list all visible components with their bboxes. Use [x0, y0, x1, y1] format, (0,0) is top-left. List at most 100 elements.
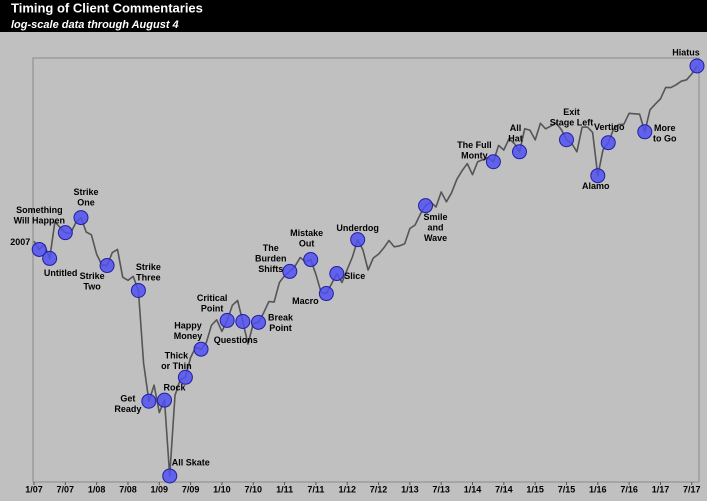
x-tick-label: 7/07: [57, 484, 75, 494]
commentary-label: Alamo: [582, 181, 610, 191]
commentary-label: Monty: [461, 151, 488, 161]
commentary-label: Questions: [214, 335, 258, 345]
commentary-label: Get: [120, 394, 135, 404]
commentary-marker: [177, 369, 193, 385]
x-tick-label: 7/12: [370, 484, 388, 494]
commentary-marker: [141, 393, 157, 409]
commentary-label: More: [654, 123, 676, 133]
commentary-label: Shifts: [258, 264, 283, 274]
x-tick-label: 7/13: [432, 484, 450, 494]
commentary-label: Something: [16, 205, 63, 215]
commentary-label: Will Happen: [14, 216, 65, 226]
commentary-label: Hat: [508, 134, 523, 144]
plot-frame: [32, 57, 700, 483]
commentary-label: Three: [136, 272, 161, 282]
commentary-label: and: [428, 223, 444, 233]
commentary-label: 2007: [10, 237, 30, 247]
x-tick-label: 1/11: [276, 484, 293, 494]
commentary-label: The: [263, 243, 279, 253]
commentary-label: Break: [268, 313, 294, 323]
x-tick-label: 1/09: [151, 484, 169, 494]
x-tick-label: 1/07: [25, 484, 43, 494]
commentary-label: The Full: [457, 140, 492, 150]
x-tick-label: 1/14: [464, 484, 482, 494]
commentary-label: to Go: [653, 134, 677, 144]
commentary-marker: [162, 468, 178, 484]
commentary-label: All: [510, 123, 522, 133]
commentary-label: Out: [299, 238, 315, 248]
commentary-label: Critical: [197, 293, 228, 303]
x-tick-label: 1/16: [589, 484, 607, 494]
commentary-label: Vertigo: [594, 122, 625, 132]
x-tick-label: 1/10: [213, 484, 231, 494]
commentary-label: Point: [201, 303, 224, 313]
commentary-label: Strike: [136, 262, 161, 272]
commentary-label: Underdog: [336, 223, 379, 233]
commentary-label: One: [77, 197, 95, 207]
commentary-marker: [57, 225, 73, 241]
chart-title: Timing of Client Commentaries: [11, 0, 203, 15]
commentary-label: or Thin: [161, 361, 192, 371]
commentary-marker: [42, 250, 58, 266]
commentary-marker: [590, 168, 606, 184]
x-tick-label: 1/17: [652, 484, 670, 494]
x-tick-label: 1/12: [338, 484, 356, 494]
commentary-label: Mistake: [290, 228, 323, 238]
x-tick-label: 7/09: [182, 484, 200, 494]
commentary-label: Smile: [424, 212, 448, 222]
commentary-label: Untitled: [44, 268, 78, 278]
commentary-marker: [250, 314, 266, 330]
commentary-label: Happy: [174, 321, 202, 331]
x-tick-label: 7/15: [558, 484, 576, 494]
x-tick-label: 1/13: [401, 484, 419, 494]
commentary-marker: [485, 154, 501, 170]
commentary-label: Money: [174, 331, 203, 341]
commentary-marker: [689, 58, 705, 74]
commentary-label: Point: [269, 323, 292, 333]
commentary-label: Slice: [344, 271, 365, 281]
commentary-marker: [512, 144, 528, 160]
commentary-label: Macro: [292, 296, 319, 306]
commentary-label: All Skate: [172, 457, 210, 467]
commentary-label: Rock: [164, 383, 187, 393]
commentary-label: Strike: [80, 271, 105, 281]
title-bar: [0, 0, 707, 32]
commentary-label: Hiatus: [672, 47, 700, 57]
commentary-marker: [31, 241, 47, 257]
commentary-marker: [318, 286, 334, 302]
x-tick-label: 7/11: [307, 484, 324, 494]
commentary-marker: [193, 341, 209, 357]
commentary-marker: [637, 124, 653, 140]
x-tick-label: 7/10: [244, 484, 262, 494]
commentary-marker: [235, 314, 251, 330]
commentary-label: Ready: [114, 404, 141, 414]
x-tick-label: 7/08: [119, 484, 137, 494]
commentary-label: Strike: [73, 187, 98, 197]
price-line: [33, 65, 698, 477]
commentary-marker: [418, 198, 434, 214]
commentary-marker: [558, 132, 574, 148]
commentary-marker: [99, 258, 115, 274]
commentary-marker: [303, 252, 319, 268]
commentary-label: Exit: [563, 107, 580, 117]
chart-subtitle: log-scale data through August 4: [11, 19, 179, 31]
commentary-marker: [600, 135, 616, 151]
x-tick-label: 7/14: [495, 484, 513, 494]
x-tick-label: 7/17: [683, 484, 701, 494]
commentary-label: Wave: [424, 233, 447, 243]
commentary-marker: [282, 263, 298, 279]
commentary-label: Thick: [165, 351, 190, 361]
commentary-marker: [73, 210, 89, 226]
x-tick-label: 1/08: [88, 484, 106, 494]
commentary-label: Stage Left: [550, 118, 594, 128]
commentary-marker: [329, 266, 345, 282]
commentary-marker: [157, 392, 173, 408]
commentary-marker: [350, 232, 366, 248]
x-tick-label: 1/15: [526, 484, 544, 494]
commentary-marker: [219, 312, 235, 328]
commentary-label: Two: [83, 281, 101, 291]
commentary-label: Burden: [255, 253, 287, 263]
commentary-marker: [130, 282, 146, 298]
